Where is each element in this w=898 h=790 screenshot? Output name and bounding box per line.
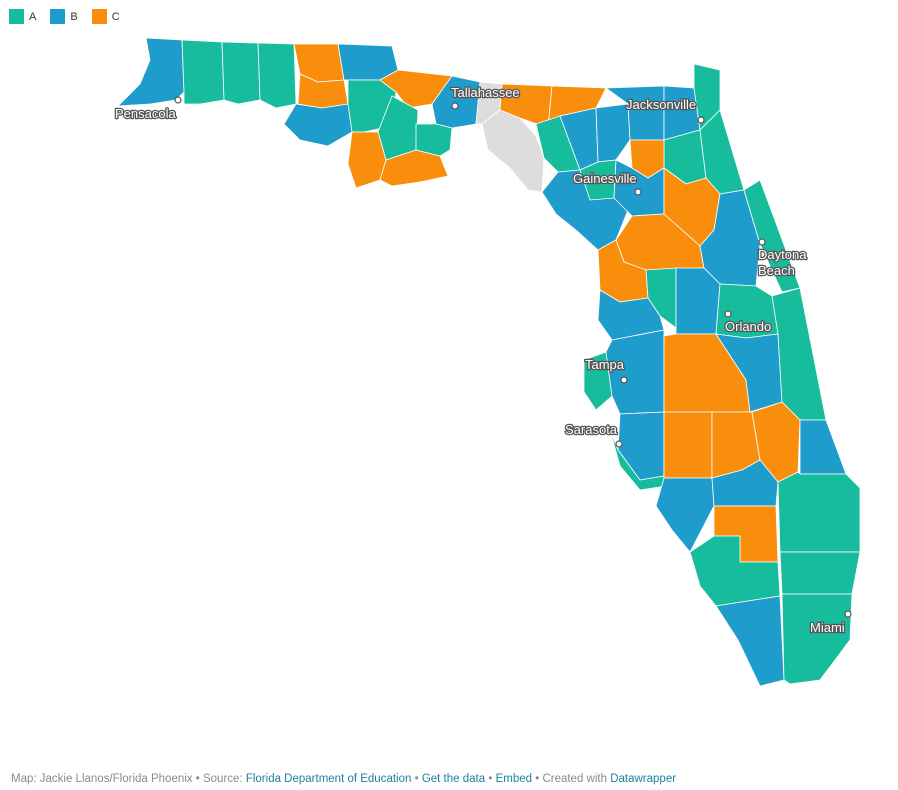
city-label: Daytona [758, 247, 807, 262]
city-marker: Orlando [724, 310, 773, 335]
city-marker: Miami [809, 610, 852, 636]
county-region[interactable] [257, 42, 297, 109]
county-region[interactable] [283, 103, 353, 147]
city-label: Tampa [585, 357, 625, 372]
county-region[interactable] [645, 267, 677, 329]
separator: • [535, 773, 540, 785]
county-region[interactable] [675, 267, 721, 335]
city-label: Pensacola [115, 106, 176, 121]
city-marker: Tampa [584, 356, 628, 384]
created-with-text: Created with [542, 773, 607, 785]
county-region[interactable] [799, 419, 847, 475]
county-region[interactable] [221, 41, 261, 105]
city-label: Gainesville [573, 171, 637, 186]
legend-swatch-a [9, 9, 24, 24]
credit-text: Map: Jackie Llanos/Florida Phoenix [11, 773, 193, 785]
city-marker: Daytona Beach [757, 238, 808, 279]
city-marker: Sarasota [564, 421, 623, 448]
legend: A B C [9, 9, 120, 24]
city-label: Miami [810, 620, 845, 635]
county-region[interactable] [779, 551, 861, 595]
county-region[interactable] [777, 471, 861, 553]
separator: • [195, 773, 200, 785]
county-region[interactable] [117, 37, 185, 107]
county-region[interactable] [605, 329, 665, 415]
separator: • [488, 773, 493, 785]
county-region[interactable] [597, 289, 665, 341]
county-region[interactable] [689, 535, 781, 607]
legend-item-b[interactable]: B [50, 9, 78, 24]
county-regions [117, 37, 861, 687]
county-region[interactable] [743, 179, 801, 293]
county-region[interactable] [181, 39, 225, 105]
city-label: Jacksonville [626, 97, 696, 112]
city-marker: Pensacola [114, 96, 182, 122]
city-marker: Jacksonville [625, 96, 705, 124]
city-label: Tallahassee [451, 85, 520, 100]
datawrapper-link[interactable]: Datawrapper [610, 773, 677, 785]
separator: • [414, 773, 419, 785]
county-region[interactable] [583, 351, 613, 411]
legend-item-a[interactable]: A [9, 9, 36, 24]
city-label: Sarasota [565, 422, 618, 437]
city-marker: Tallahassee [450, 84, 521, 110]
county-region[interactable] [415, 123, 453, 157]
florida-county-map: Pensacola Tallahassee Jacksonville Gaine… [114, 37, 861, 687]
legend-label-b: B [70, 10, 78, 23]
legend-swatch-c [91, 9, 107, 24]
county-region[interactable] [499, 83, 553, 129]
city-marker: Gainesville [572, 170, 642, 196]
county-region[interactable] [715, 595, 785, 687]
embed-link[interactable]: Embed [495, 773, 532, 785]
source-prefix: Source: [202, 773, 243, 785]
legend-swatch-b [50, 9, 66, 24]
legend-item-c[interactable]: C [91, 9, 120, 24]
county-region[interactable] [595, 103, 631, 163]
county-region[interactable] [781, 593, 853, 685]
source-link[interactable]: Florida Department of Education [245, 773, 412, 785]
county-region[interactable] [663, 411, 713, 479]
county-region[interactable] [655, 477, 715, 553]
get-data-link[interactable]: Get the data [421, 773, 486, 785]
footer: Map: Jackie Llanos/Florida Phoenix • Sou… [11, 773, 676, 785]
legend-label-c: C [111, 10, 120, 23]
city-markers: Pensacola Tallahassee Jacksonville Gaine… [114, 84, 852, 636]
city-label: Beach [758, 263, 795, 278]
city-label: Orlando [725, 319, 771, 334]
legend-label-a: A [29, 10, 37, 23]
